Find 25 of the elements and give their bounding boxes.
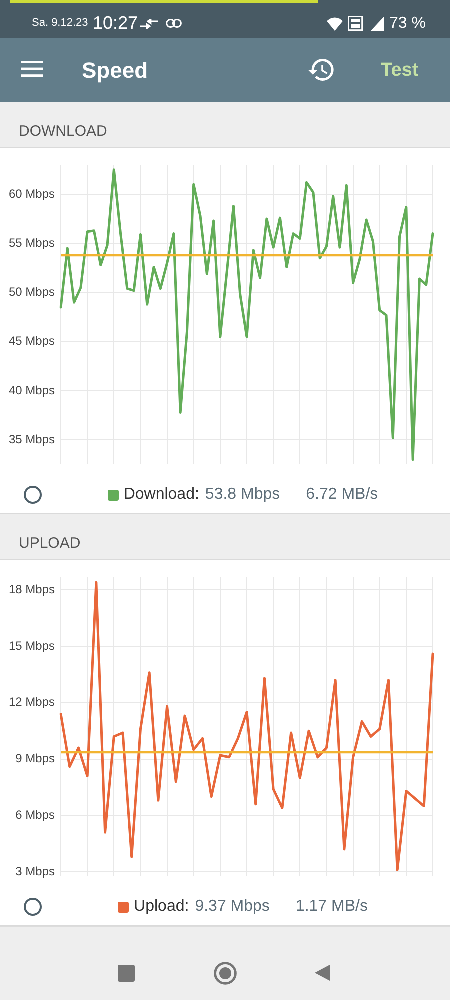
y-tick-label: 9 Mbps: [16, 752, 55, 766]
text: Speed: [82, 58, 148, 84]
y-tick-label: 3 Mbps: [16, 864, 55, 878]
text: 10:27: [93, 13, 138, 34]
text: 53.8 Mbps: [205, 485, 280, 505]
y-tick-label: 40 Mbps: [8, 383, 55, 398]
y-tick-label: 50 Mbps: [8, 285, 55, 300]
text: 1.17 MB/s: [296, 897, 368, 917]
legend-label: Upload:: [134, 897, 190, 917]
y-tick-label: 45 Mbps: [8, 334, 55, 348]
y-tick-label: 15 Mbps: [8, 638, 55, 653]
y-tick-label: 6 Mbps: [16, 808, 55, 822]
legend-label: Download:: [124, 485, 200, 505]
text: Sa. 9.12.23: [32, 17, 88, 30]
y-tick-label: 35 Mbps: [8, 432, 55, 447]
y-tick-label: 12 Mbps: [8, 695, 55, 710]
text: 9.37 Mbps: [195, 897, 270, 917]
y-tick-label: 55 Mbps: [8, 236, 55, 250]
chart-title: DOWNLOAD: [19, 123, 108, 141]
text: 6.72 MB/s: [306, 485, 378, 505]
y-tick-label: 18 Mbps: [8, 582, 55, 596]
text: Test: [381, 59, 419, 82]
y-tick-label: 60 Mbps: [8, 186, 55, 201]
text: 73 %: [390, 14, 426, 33]
chart-title: UPLOAD: [19, 535, 81, 553]
